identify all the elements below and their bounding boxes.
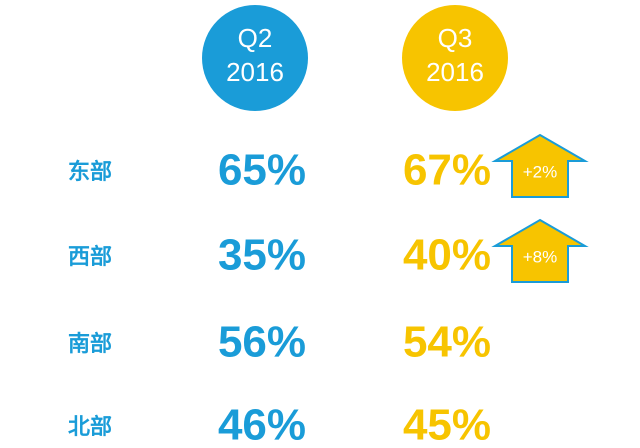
q3-value: 40% <box>403 231 491 280</box>
up-arrow <box>491 218 589 283</box>
q2-value: 35% <box>218 231 306 280</box>
q2-value: 46% <box>218 401 306 448</box>
up-arrow <box>491 133 589 198</box>
region-label: 北部 <box>68 414 112 440</box>
change-label: +8% <box>523 247 558 266</box>
region-label: 西部 <box>68 244 112 270</box>
q2-value: 56% <box>218 318 306 367</box>
q3-value: 54% <box>403 318 491 367</box>
column-year: 2016 <box>226 57 284 87</box>
q2-badge <box>202 5 308 111</box>
region-label: 东部 <box>68 159 112 185</box>
change-label: +2% <box>523 162 558 181</box>
column-year: 2016 <box>426 57 484 87</box>
column-label: Q2 <box>238 23 273 53</box>
q3-value: 45% <box>403 401 491 448</box>
column-label: Q3 <box>438 23 473 53</box>
q2-value: 65% <box>218 146 306 195</box>
region-label: 南部 <box>68 331 112 357</box>
q3-badge <box>402 5 508 111</box>
q3-value: 67% <box>403 146 491 195</box>
